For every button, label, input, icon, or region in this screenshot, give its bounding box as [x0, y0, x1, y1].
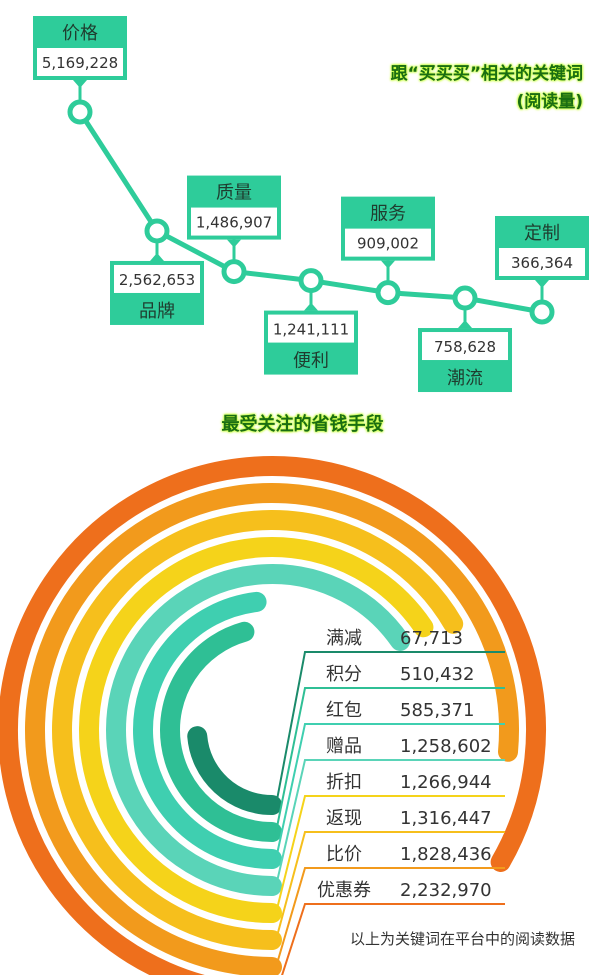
saving-value: 1,266,944: [400, 772, 492, 793]
saving-name: 优惠券: [317, 880, 371, 901]
saving-leader: [275, 867, 505, 968]
saving-row-5: 返现 1,316,447: [275, 808, 505, 941]
saving-arc-7: [0, 456, 546, 975]
keyword-point-6: 366,364 定制: [495, 216, 589, 325]
footer-note: 以上为关键词在平台中的阅读数据: [349, 930, 575, 948]
keyword-pointer: [535, 280, 549, 288]
keyword-value: 1,486,907: [196, 214, 272, 232]
saving-arc-4: [79, 537, 434, 923]
keyword-value-panel: [422, 332, 508, 361]
keyword-value-panel: [345, 228, 431, 257]
line-chart-subtitle: (阅读量): [516, 92, 583, 112]
keyword-point-5: 758,628 潮流: [418, 285, 512, 393]
keyword-marker: [298, 268, 324, 294]
keyword-value-panel: [268, 314, 354, 343]
saving-name: 积分: [326, 664, 362, 685]
saving-arc-3: [106, 564, 411, 896]
keyword-marker: [67, 99, 93, 125]
saving-value: 1,828,436: [400, 844, 492, 865]
keyword-point-2: 1,486,907 质量: [187, 175, 281, 285]
keyword-marker: [144, 218, 170, 244]
saving-row-1: 积分 510,432: [275, 664, 505, 833]
saving-arc-1: [160, 621, 282, 842]
saving-row-3: 赠品 1,258,602: [275, 736, 505, 887]
saving-arc-2: [133, 591, 282, 869]
saving-row-2: 红包 585,371: [275, 700, 505, 860]
saving-leader: [275, 723, 505, 860]
saving-arc-0: [187, 726, 282, 815]
keyword-value-panel: [114, 264, 200, 293]
keyword-value-panel: [191, 207, 277, 236]
keyword-marker: [221, 259, 247, 285]
saving-name: 赠品: [326, 736, 362, 757]
keyword-marker: [529, 299, 555, 325]
saving-arc-6: [25, 483, 519, 975]
keyword-name: 价格: [62, 23, 98, 44]
saving-value: 2,232,970: [400, 880, 492, 901]
keyword-name: 潮流: [447, 368, 483, 389]
saving-leader: [275, 759, 505, 887]
keyword-point-0: 5,169,228 价格: [33, 16, 127, 125]
saving-leader: [275, 831, 505, 941]
radial-chart-title: 最受关注的省钱手段: [221, 414, 384, 435]
keyword-pointer: [458, 320, 472, 329]
keyword-point-1: 2,562,653 品牌: [110, 218, 204, 325]
keyword-name: 质量: [216, 183, 252, 204]
keyword-value: 758,628: [434, 338, 496, 356]
keyword-marker: [375, 280, 401, 306]
keyword-name: 品牌: [139, 301, 175, 322]
saving-leader: [281, 903, 505, 975]
saving-leader: [275, 651, 505, 806]
keyword-pointer: [304, 302, 318, 311]
keyword-value: 366,364: [511, 254, 573, 272]
keyword-value: 909,002: [357, 235, 419, 253]
keyword-pointer: [150, 252, 164, 261]
saving-leader: [275, 795, 505, 914]
keyword-name: 便利: [293, 351, 329, 372]
saving-leader: [275, 687, 505, 833]
saving-value: 585,371: [400, 700, 474, 721]
saving-radial-chart: 满减 67,713 积分 510,432 红包 585,371 赠品 1,258,602 折扣 1…: [0, 456, 546, 975]
saving-row-4: 折扣 1,266,944: [275, 772, 505, 914]
keyword-pointer: [227, 239, 241, 248]
keyword-name: 服务: [370, 204, 406, 225]
saving-arc-5: [52, 510, 464, 950]
saving-name: 红包: [326, 700, 362, 721]
saving-value: 1,316,447: [400, 808, 492, 829]
saving-row-0: 满减 67,713: [275, 628, 505, 806]
saving-value: 510,432: [400, 664, 474, 685]
saving-value: 67,713: [400, 628, 463, 649]
keyword-pointer: [73, 80, 87, 88]
keyword-value-panel: [37, 48, 123, 76]
keyword-value-panel: [499, 248, 585, 276]
keyword-point-4: 909,002 服务: [341, 196, 435, 306]
saving-name: 折扣: [326, 772, 362, 793]
keyword-value: 2,562,653: [119, 271, 195, 289]
keyword-pointer: [381, 260, 395, 269]
keyword-marker: [452, 285, 478, 311]
keyword-value: 5,169,228: [42, 54, 118, 72]
line-chart-title: 跟“买买买”相关的关键词 (阅读量): [391, 60, 583, 116]
keyword-name: 定制: [524, 223, 560, 244]
saving-value: 1,258,602: [400, 736, 492, 757]
saving-name: 满减: [326, 628, 362, 649]
saving-row-7: 优惠券 2,232,970: [281, 880, 505, 975]
saving-row-6: 比价 1,828,436: [275, 844, 505, 968]
keyword-point-3: 1,241,111 便利: [264, 268, 358, 375]
saving-name: 比价: [326, 844, 362, 865]
saving-name: 返现: [326, 808, 362, 829]
keyword-line-chart: 5,169,228 价格 2,562,653 品牌 1,486,907 质量 1,241,1…: [33, 16, 589, 393]
line-chart-title-main: 跟“买买买”相关的关键词: [390, 64, 583, 84]
keyword-value: 1,241,111: [273, 321, 349, 339]
